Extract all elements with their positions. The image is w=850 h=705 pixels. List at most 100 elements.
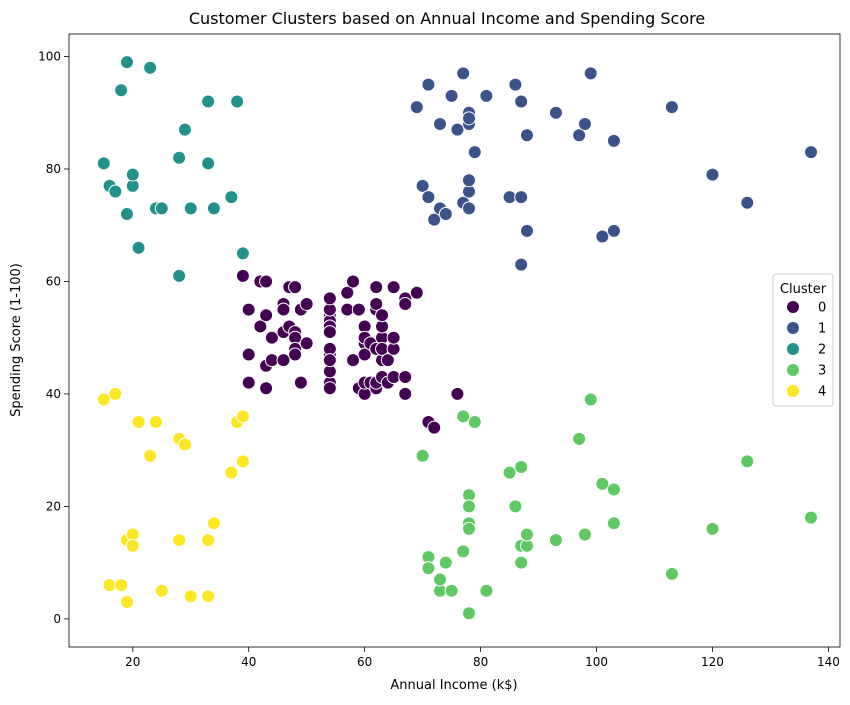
data-point-cluster-1 (415, 178, 430, 193)
data-point-cluster-1 (461, 173, 476, 188)
x-tick-label: 100 (585, 655, 608, 669)
data-point-cluster-0 (398, 370, 413, 385)
data-point-cluster-0 (241, 302, 256, 317)
data-point-cluster-1 (740, 195, 755, 210)
data-point-cluster-3 (467, 415, 482, 430)
data-point-cluster-2 (201, 156, 216, 171)
data-point-cluster-1 (467, 145, 482, 160)
data-point-cluster-3 (572, 431, 587, 446)
data-point-cluster-0 (346, 353, 361, 368)
data-point-cluster-1 (479, 88, 494, 103)
data-point-cluster-2 (183, 201, 198, 216)
data-point-cluster-3 (519, 527, 534, 542)
data-point-cluster-0 (375, 308, 390, 323)
data-point-cluster-0 (288, 347, 303, 362)
data-point-cluster-0 (386, 280, 401, 295)
data-point-cluster-1 (433, 116, 448, 131)
data-point-cluster-1 (606, 133, 621, 148)
data-point-cluster-1 (606, 223, 621, 238)
data-point-cluster-0 (427, 420, 442, 435)
data-point-cluster-2 (119, 55, 134, 70)
data-point-cluster-4 (206, 516, 221, 531)
data-point-cluster-1 (519, 128, 534, 143)
y-tick-label: 60 (46, 274, 61, 288)
data-point-cluster-1 (514, 257, 529, 272)
data-point-cluster-1 (421, 190, 436, 205)
data-point-cluster-3 (804, 510, 819, 525)
data-point-cluster-0 (386, 330, 401, 345)
data-point-cluster-0 (259, 308, 274, 323)
data-point-cluster-0 (398, 296, 413, 311)
x-tick-label: 20 (125, 655, 140, 669)
data-point-cluster-3 (479, 583, 494, 598)
data-point-cluster-0 (357, 347, 372, 362)
data-point-cluster-2 (206, 201, 221, 216)
data-point-cluster-2 (108, 184, 123, 199)
data-point-cluster-3 (433, 572, 448, 587)
data-point-cluster-3 (664, 566, 679, 581)
data-point-cluster-0 (351, 302, 366, 317)
data-point-cluster-1 (502, 190, 517, 205)
data-point-cluster-2 (143, 60, 158, 75)
data-point-cluster-3 (421, 561, 436, 576)
data-point-cluster-3 (606, 516, 621, 531)
data-point-cluster-0 (241, 347, 256, 362)
legend-marker (786, 384, 800, 398)
data-point-cluster-0 (322, 381, 337, 396)
chart-title: Customer Clusters based on Annual Income… (189, 9, 705, 28)
data-point-cluster-4 (224, 465, 239, 480)
data-point-cluster-2 (154, 201, 169, 216)
legend-marker (786, 363, 800, 377)
data-point-cluster-1 (427, 212, 442, 227)
data-point-cluster-3 (461, 521, 476, 536)
data-point-cluster-0 (264, 330, 279, 345)
data-point-cluster-0 (299, 336, 314, 351)
x-tick-label: 80 (473, 655, 488, 669)
y-tick-label: 80 (46, 162, 61, 176)
data-point-cluster-3 (461, 499, 476, 514)
data-point-cluster-3 (415, 448, 430, 463)
data-point-cluster-4 (201, 589, 216, 604)
data-point-cluster-1 (508, 77, 523, 92)
legend-label: 3 (818, 364, 826, 379)
data-point-cluster-0 (259, 381, 274, 396)
data-point-cluster-4 (154, 583, 169, 598)
data-point-cluster-4 (125, 538, 140, 553)
data-point-cluster-1 (664, 100, 679, 115)
data-point-cluster-2 (96, 156, 111, 171)
data-point-cluster-2 (119, 206, 134, 221)
x-tick-label: 40 (241, 655, 256, 669)
data-point-cluster-3 (595, 476, 610, 491)
x-axis-label: Annual Income (k$) (390, 678, 517, 693)
data-point-cluster-4 (235, 409, 250, 424)
y-tick-label: 0 (53, 612, 61, 626)
y-axis: 0 20 40 60 80 100 (38, 49, 69, 626)
data-point-cluster-3 (508, 499, 523, 514)
data-point-cluster-0 (322, 291, 337, 306)
data-point-cluster-0 (386, 370, 401, 385)
data-point-cluster-1 (577, 116, 592, 131)
data-point-cluster-1 (450, 122, 465, 137)
data-point-cluster-1 (572, 128, 587, 143)
data-point-cluster-0 (450, 386, 465, 401)
legend-items: 0 1 2 3 4 (786, 300, 826, 400)
data-point-cluster-1 (456, 66, 471, 81)
data-point-cluster-1 (444, 88, 459, 103)
data-point-cluster-3 (456, 544, 471, 559)
data-point-cluster-4 (177, 437, 192, 452)
legend-label: 0 (818, 301, 826, 316)
data-point-cluster-3 (456, 409, 471, 424)
data-point-cluster-2 (131, 240, 146, 255)
data-point-cluster-2 (230, 94, 245, 109)
data-point-cluster-4 (143, 448, 158, 463)
data-point-cluster-4 (235, 454, 250, 469)
data-point-cluster-2 (201, 94, 216, 109)
data-point-cluster-2 (224, 190, 239, 205)
data-point-cluster-3 (438, 555, 453, 570)
data-point-cluster-3 (502, 465, 517, 480)
data-point-cluster-4 (201, 533, 216, 548)
y-axis-label: Spending Score (1-100) (9, 263, 24, 417)
data-point-cluster-4 (108, 386, 123, 401)
data-point-cluster-1 (409, 100, 424, 115)
data-point-cluster-4 (148, 415, 163, 430)
